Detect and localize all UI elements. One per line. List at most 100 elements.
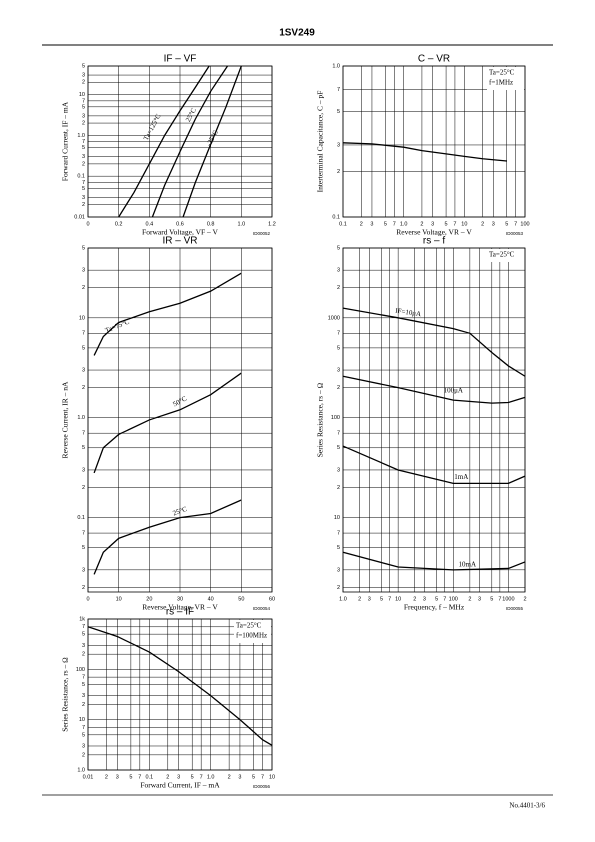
curve xyxy=(87,626,273,746)
x-tick-label: 100 xyxy=(449,596,458,602)
x-tick-label: 5 xyxy=(490,596,493,602)
y-tick-label: 3 xyxy=(337,142,340,148)
curve-label: Ta=125°C xyxy=(142,112,163,141)
x-tick-label: 0.01 xyxy=(83,774,94,780)
y-tick-label: 100 xyxy=(331,415,340,421)
x-tick-label: 30 xyxy=(177,596,183,602)
x-tick-label: 2 xyxy=(360,221,363,227)
x-axis-label: Reverse Voltage, VR – V xyxy=(142,603,218,612)
x-tick-label: 0.8 xyxy=(207,221,215,227)
x-tick-label: 3 xyxy=(431,221,434,227)
y-tick-label: 5 xyxy=(337,109,340,115)
figure-code: ID00052 xyxy=(253,231,271,236)
y-tick-label: 2 xyxy=(82,80,85,86)
y-tick-label: 5 xyxy=(82,545,85,551)
x-tick-label: 7 xyxy=(200,774,203,780)
y-tick-label: 1.0 xyxy=(332,63,340,69)
y-tick-label: 2 xyxy=(337,485,340,491)
chart-title: rs – f xyxy=(423,236,445,247)
curve-label: Ta=75°C xyxy=(104,318,131,335)
y-tick-label: 1000 xyxy=(328,315,340,321)
y-tick-label: 0.01 xyxy=(74,214,85,220)
x-tick-label: 10 xyxy=(395,596,401,602)
curve xyxy=(182,65,242,218)
curve-label: 1mA xyxy=(454,473,468,481)
x-tick-label: 0.4 xyxy=(146,221,154,227)
curve-label: IF=10μA xyxy=(395,307,422,319)
x-tick-label: 2 xyxy=(523,596,526,602)
x-tick-label: 2 xyxy=(358,596,361,602)
y-tick-label: 0.1 xyxy=(77,174,85,180)
y-tick-label: 7 xyxy=(337,331,340,337)
x-tick-label: 10 xyxy=(116,596,122,602)
y-tick-label: 2 xyxy=(82,585,85,591)
y-tick-label: 3 xyxy=(82,467,85,473)
plot-frame xyxy=(87,65,273,218)
x-tick-label: 5 xyxy=(445,221,448,227)
x-tick-label: 7 xyxy=(138,774,141,780)
curve xyxy=(342,551,526,571)
y-tick-label: 3 xyxy=(337,268,340,274)
x-tick-label: 3 xyxy=(238,774,241,780)
y-tick-label: 7 xyxy=(337,431,340,437)
x-axis-label: Forward Current, IF – mA xyxy=(140,781,220,790)
x-tick-label: 10 xyxy=(461,221,467,227)
x-tick-label: 0.1 xyxy=(146,774,154,780)
y-tick-label: 1k xyxy=(79,616,85,622)
plot-frame xyxy=(87,618,273,771)
annotation-box xyxy=(234,620,271,643)
y-axis-label: Interterminal Capacitance, C – pF xyxy=(316,91,325,193)
y-tick-label: 2 xyxy=(82,202,85,208)
x-tick-label: 5 xyxy=(505,221,508,227)
y-tick-label: 5 xyxy=(82,245,85,251)
y-tick-label: 3 xyxy=(82,268,85,274)
x-tick-label: 3 xyxy=(116,774,119,780)
x-tick-label: 0.1 xyxy=(339,221,347,227)
y-tick-label: 7 xyxy=(82,624,85,630)
x-tick-label: 3 xyxy=(423,596,426,602)
x-tick-label: 3 xyxy=(492,221,495,227)
y-tick-label: 5 xyxy=(82,104,85,110)
plot-frame xyxy=(87,247,273,593)
y-tick-label: 3 xyxy=(337,467,340,473)
curve xyxy=(342,375,526,404)
y-tick-label: 3 xyxy=(82,743,85,749)
x-tick-label: 2 xyxy=(105,774,108,780)
figure-code: ID00056 xyxy=(253,784,271,789)
plot-frame xyxy=(342,247,526,593)
x-tick-label: 7 xyxy=(261,774,264,780)
chart-title: rs – IF xyxy=(166,607,194,618)
y-tick-label: 2 xyxy=(337,285,340,291)
y-axis-label: Reverse Current, IR – nA xyxy=(61,381,70,458)
y-tick-label: 5 xyxy=(82,632,85,638)
x-tick-label: 7 xyxy=(393,221,396,227)
y-tick-label: 7 xyxy=(82,98,85,104)
y-axis-label: Series Resistance, rs – Ω xyxy=(61,657,70,732)
y-tick-label: 3 xyxy=(337,368,340,374)
curve-label: 25°C xyxy=(184,106,198,123)
y-axis-label: Series Resistance, rs – Ω xyxy=(316,382,325,457)
x-tick-label: 2 xyxy=(228,774,231,780)
x-tick-label: 2 xyxy=(481,221,484,227)
curve-label: -25°C xyxy=(205,129,220,148)
y-tick-label: 7 xyxy=(82,139,85,145)
x-tick-label: 2 xyxy=(166,774,169,780)
x-tick-label: 5 xyxy=(384,221,387,227)
x-tick-label: 7 xyxy=(443,596,446,602)
curve xyxy=(93,499,242,575)
x-tick-label: 1.0 xyxy=(339,596,347,602)
page-number: No.4401-3/6 xyxy=(509,802,545,810)
figure-code: ID00054 xyxy=(253,606,271,611)
y-tick-label: 5 xyxy=(82,732,85,738)
x-axis-label: Reverse Voltage, VR – V xyxy=(396,228,472,237)
x-tick-label: 100 xyxy=(520,221,529,227)
x-tick-label: 3 xyxy=(177,774,180,780)
x-tick-label: 3 xyxy=(370,221,373,227)
y-tick-label: 2 xyxy=(82,121,85,127)
curve xyxy=(151,65,229,218)
part-number: 1SV249 xyxy=(279,28,315,39)
y-tick-label: 2 xyxy=(82,702,85,708)
y-tick-label: 3 xyxy=(82,368,85,374)
y-tick-label: 2 xyxy=(337,169,340,175)
x-tick-label: 1.0 xyxy=(400,221,408,227)
